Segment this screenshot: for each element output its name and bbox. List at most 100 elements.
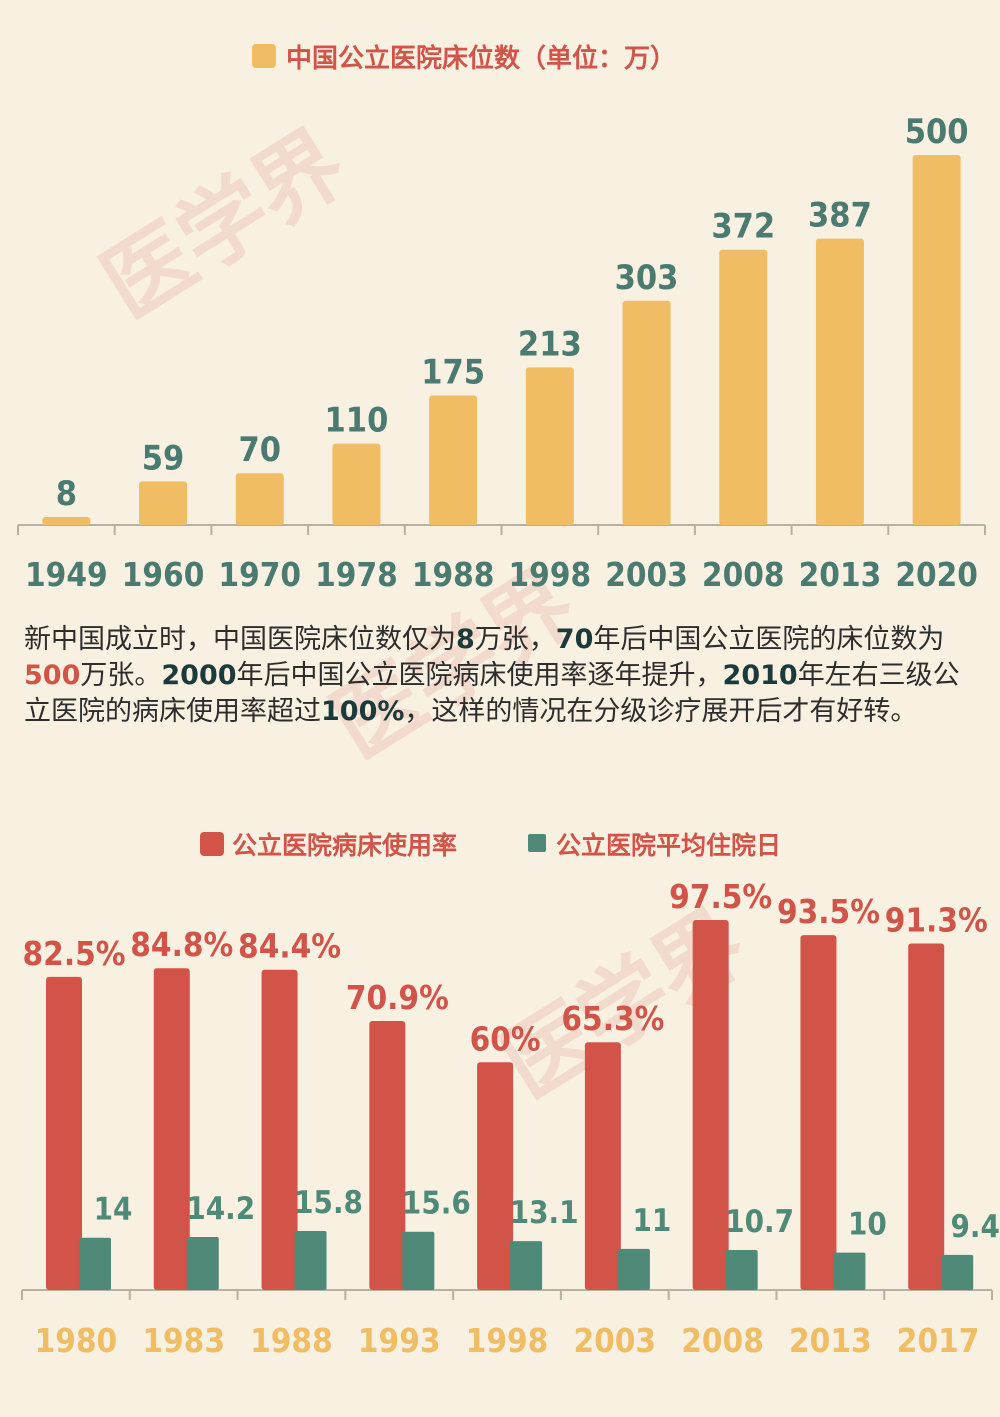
bed-count-year-label: 1998 — [509, 555, 592, 594]
stay-value-label: 15.8 — [294, 1185, 363, 1221]
occupancy-value-label: 84.4% — [238, 927, 341, 966]
bed-count-year-label: 2008 — [702, 555, 785, 594]
bed-count-bar — [42, 517, 91, 525]
stay-bar — [402, 1231, 435, 1290]
stay-value-label: 15.6 — [402, 1186, 471, 1222]
bed-count-legend-swatch — [252, 44, 276, 68]
summary-text: 万张， — [474, 624, 556, 655]
occupancy-value-label: 70.9% — [346, 978, 449, 1017]
bed-count-value-label: 8 — [56, 474, 77, 514]
stay-value-label: 10 — [848, 1207, 887, 1243]
occupancy-value-label: 84.8% — [130, 925, 233, 964]
bed-count-value-label: 372 — [711, 207, 775, 247]
hospital-stats-year-label: 2013 — [789, 1321, 872, 1360]
occupancy-bar — [477, 1062, 514, 1290]
hospital-stats-year-label: 1983 — [142, 1321, 225, 1360]
bed-count-value-labels: 8 59 70 110 175 213 303 372 387 500 — [56, 112, 969, 514]
summary-text: 年左右三级公立医院的病床使用率超过 — [24, 660, 960, 727]
stay-bar — [725, 1250, 758, 1290]
occupancy-value-label: 82.5% — [23, 934, 126, 973]
bed-count-year-label: 1978 — [315, 555, 398, 594]
occupancy-bar — [369, 1020, 406, 1290]
occupancy-value-label: 65.3% — [561, 999, 664, 1038]
hospital-stats-legend: 公立医院病床使用率 公立医院平均住院日 — [200, 831, 781, 860]
summary-text: 年后中国公立医院病床使用率逐年提升， — [236, 660, 723, 691]
stay-value-label: 13.1 — [510, 1195, 579, 1231]
bed-count-bar — [235, 473, 284, 525]
occupancy-value-label: 97.5% — [669, 877, 772, 916]
bed-count-year-label: 1949 — [25, 555, 108, 594]
occupancy-bar — [908, 943, 945, 1290]
occupancy-bar — [46, 976, 82, 1290]
bed-count-legend: 中国公立医院床位数（单位：万） — [252, 43, 676, 74]
stay-bar — [510, 1241, 543, 1290]
occupancy-bar — [584, 1042, 621, 1290]
bed-count-ticks — [17, 525, 986, 535]
occupancy-bar — [800, 935, 837, 1290]
bed-count-bar — [139, 481, 188, 525]
bed-count-bar — [815, 238, 864, 525]
hospital-stats-ticks — [21, 1290, 993, 1300]
summary-text: 万张。 — [80, 660, 162, 691]
bed-count-year-label: 1960 — [122, 555, 205, 594]
bed-count-value-label: 500 — [905, 112, 969, 152]
bed-count-legend-label: 中国公立医院床位数（单位：万） — [286, 43, 676, 74]
stay-value-label: 11 — [632, 1203, 671, 1239]
summary-highlight: 500 — [24, 660, 81, 691]
summary-highlight: 2000 — [161, 660, 237, 691]
summary-highlight: 100% — [321, 696, 405, 727]
hospital-stats-chart: 公立医院病床使用率 公立医院平均住院日 82.5% 14 84.8% 14.2 84.4… — [21, 831, 1000, 1360]
stay-legend-label: 公立医院平均住院日 — [556, 831, 781, 860]
occupancy-bar — [692, 920, 729, 1290]
occupancy-value-label: 60% — [470, 1019, 541, 1058]
watermark-text: 医学界 — [84, 110, 363, 338]
bed-count-chart: 中国公立医院床位数（单位：万） 8 59 70 110 175 213 303 372 387 5… — [17, 43, 986, 594]
bed-count-value-label: 175 — [421, 353, 485, 393]
bed-count-value-label: 303 — [615, 258, 679, 298]
occupancy-bar — [261, 969, 298, 1290]
summary-text: 年后中国公立医院的床位数为 — [593, 624, 945, 655]
bed-count-bar — [622, 300, 671, 525]
occupancy-value-label: 93.5% — [777, 892, 880, 931]
stay-value-label: 9.4 — [951, 1209, 1000, 1245]
occupancy-bar — [153, 968, 190, 1290]
stay-bar — [294, 1231, 327, 1290]
stay-bar — [186, 1236, 219, 1290]
bed-count-value-label: 213 — [518, 324, 582, 364]
bed-count-bar — [912, 155, 961, 525]
summary-highlight: 8 — [456, 624, 475, 655]
stay-value-label: 10.7 — [725, 1204, 794, 1240]
bed-count-value-label: 387 — [808, 196, 872, 236]
bed-count-bars — [42, 155, 961, 525]
stay-bar — [617, 1248, 650, 1290]
hospital-stats-year-label: 1988 — [250, 1321, 333, 1360]
hospital-stats-year-label: 1993 — [358, 1321, 441, 1360]
summary-text: 新中国成立时，中国医院床位数仅为 — [24, 624, 456, 655]
bed-count-value-label: 70 — [238, 430, 281, 470]
stay-legend-swatch — [528, 834, 546, 852]
bed-count-value-label: 59 — [142, 438, 185, 478]
summary-highlight: 2010 — [722, 660, 798, 691]
hospital-stats-year-label: 1998 — [466, 1321, 549, 1360]
hospital-stats-year-label: 2003 — [573, 1321, 656, 1360]
bed-count-bar — [332, 443, 381, 525]
hospital-stats-year-label: 1980 — [35, 1321, 118, 1360]
bed-count-bar — [719, 249, 768, 525]
hospital-stats-value-labels: 82.5% 14 84.8% 14.2 84.4% 15.8 70.9% 15.6 60% 13.… — [23, 877, 1000, 1245]
hospital-stats-year-labels: 1980 1983 1988 1993 1998 2003 2008 2013 2017 — [35, 1321, 980, 1360]
bed-count-year-label: 2013 — [799, 555, 882, 594]
bed-count-value-label: 110 — [325, 401, 389, 441]
hospital-stats-year-label: 2017 — [897, 1321, 980, 1360]
summary-highlight: 70 — [555, 624, 594, 655]
stay-bar — [79, 1237, 111, 1290]
occupancy-legend-swatch — [200, 832, 224, 856]
stay-bar — [833, 1252, 866, 1290]
stay-bar — [941, 1254, 974, 1290]
stay-value-label: 14 — [94, 1192, 133, 1228]
occupancy-legend-label: 公立医院病床使用率 — [232, 831, 457, 860]
summary-paragraph: 新中国成立时，中国医院床位数仅为8万张，70年后中国公立医院的床位数为 500万张… — [24, 622, 984, 730]
bed-count-bar — [525, 367, 574, 525]
hospital-stats-bars — [46, 920, 974, 1290]
stay-value-label: 14.2 — [186, 1191, 255, 1227]
